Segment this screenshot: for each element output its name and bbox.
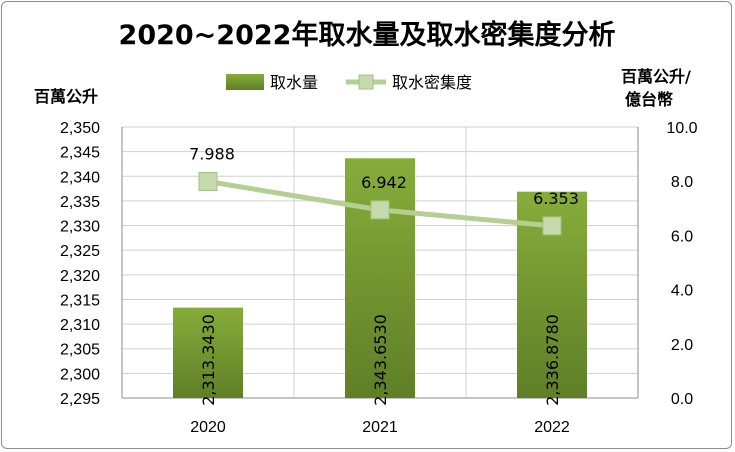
bar xyxy=(173,307,243,398)
chart-title: 2020~2022年取水量及取水密集度分析 xyxy=(119,19,616,51)
y-right-tick-label: 2.0 xyxy=(671,337,693,354)
y-right-title-line2: 億台幣 xyxy=(625,90,673,109)
bar-data-label: 2,336.8780 xyxy=(543,314,562,406)
bar-data-label: 2,313.3430 xyxy=(199,314,218,406)
line-data-label: 7.988 xyxy=(189,145,235,164)
y-left-tick-label: 2,310 xyxy=(60,317,100,334)
y-left-tick-label: 2,320 xyxy=(60,268,100,285)
line-data-label: 6.353 xyxy=(533,189,579,208)
y-left-tick-label: 2,295 xyxy=(60,391,100,408)
bar-data-label: 2,343.6530 xyxy=(371,314,390,406)
x-tick-label: 2020 xyxy=(190,419,226,436)
y-right-tick-label: 0.0 xyxy=(671,391,693,408)
y-left-tick-label: 2,300 xyxy=(60,366,100,383)
y-left-tick-label: 2,345 xyxy=(60,145,100,162)
y-right-tick-label: 8.0 xyxy=(671,174,693,191)
legend-bar-label: 取水量 xyxy=(270,73,318,92)
legend: 取水量 取水密集度 xyxy=(226,73,472,92)
x-tick-label: 2022 xyxy=(534,419,570,436)
y-right-title-line1: 百萬公升/ xyxy=(621,67,691,86)
bar xyxy=(345,158,415,398)
y-right-tick-label: 4.0 xyxy=(671,283,693,300)
y-right-tick-label: 6.0 xyxy=(671,228,693,245)
y-left-tick-label: 2,305 xyxy=(60,342,100,359)
y-left-tick-label: 2,350 xyxy=(60,120,100,137)
y-left-title: 百萬公升 xyxy=(34,87,98,106)
y-right-ticks: 0.0 2.0 4.0 6.0 8.0 10.0 xyxy=(666,120,697,408)
y-left-tick-label: 2,340 xyxy=(60,169,100,186)
legend-line-label: 取水密集度 xyxy=(392,73,472,92)
y-left-tick-label: 2,325 xyxy=(60,243,100,260)
bar-series: 2,313.3430 2,343.6530 2,336.8780 xyxy=(173,158,587,406)
legend-line-marker xyxy=(358,74,374,90)
x-ticks: 2020 2021 2022 xyxy=(190,419,570,436)
line-series: 7.988 6.942 6.353 xyxy=(189,145,579,236)
y-left-ticks: 2,295 2,300 2,305 2,310 2,315 2,320 2,325 2,330… xyxy=(60,120,100,408)
y-left-tick-label: 2,315 xyxy=(60,292,100,309)
y-right-tick-label: 10.0 xyxy=(666,120,697,137)
line-point-marker xyxy=(198,172,218,192)
x-tick-label: 2021 xyxy=(362,419,398,436)
legend-bar-swatch xyxy=(226,74,264,90)
line-data-label: 6.942 xyxy=(361,173,407,192)
y-left-tick-label: 2,335 xyxy=(60,194,100,211)
line-point-marker xyxy=(370,200,390,220)
y-left-tick-label: 2,330 xyxy=(60,219,100,236)
line-point-marker xyxy=(542,216,562,236)
